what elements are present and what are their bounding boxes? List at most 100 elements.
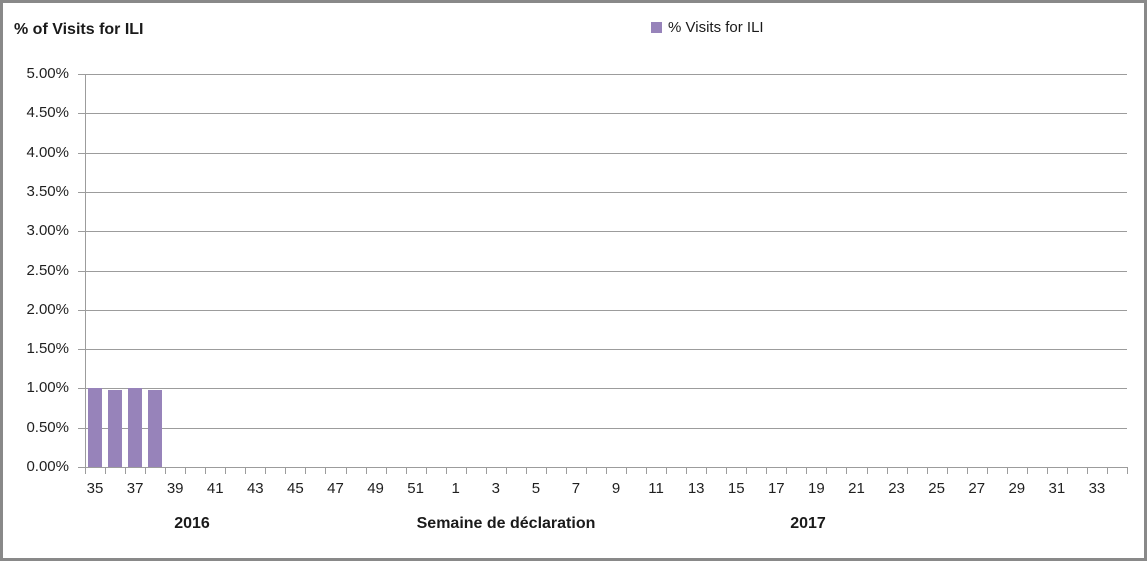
x-axis-tick <box>1006 467 1008 474</box>
x-axis-label: 1 <box>451 480 460 497</box>
y-axis-tick <box>78 467 85 468</box>
x-axis-label: 35 <box>86 480 104 497</box>
gridline <box>85 349 1127 351</box>
x-axis-tick <box>886 467 888 474</box>
x-axis-label: 33 <box>1088 480 1106 497</box>
x-axis-tick <box>345 467 347 474</box>
x-axis-tick <box>245 467 247 474</box>
chart-title: % of Visits for ILI <box>14 21 144 38</box>
x-axis-label: 5 <box>531 480 541 497</box>
gridline <box>85 309 1127 311</box>
x-axis-label: 41 <box>206 480 224 497</box>
x-axis-label: 51 <box>407 480 424 497</box>
x-axis-tick <box>85 467 86 474</box>
x-axis-tick <box>906 467 908 474</box>
x-axis-tick <box>285 467 287 474</box>
x-axis-label: 13 <box>687 480 705 497</box>
x-axis-tick <box>826 467 828 474</box>
x-axis-tick <box>1127 467 1128 474</box>
x-axis-title: Semaine de déclaration <box>416 515 596 532</box>
y-axis-label: 1.50% <box>26 340 69 358</box>
y-axis-label: 2.00% <box>26 300 69 318</box>
x-axis-tick <box>786 467 788 474</box>
y-axis-label: 2.50% <box>26 261 69 279</box>
x-axis-label: 7 <box>571 480 581 497</box>
x-axis-label: 23 <box>888 480 905 497</box>
x-axis-tick <box>205 467 207 474</box>
x-axis-tick <box>686 467 688 474</box>
x-axis-tick <box>766 467 768 474</box>
gridline <box>85 152 1127 154</box>
bar-week-35 <box>88 388 103 467</box>
year-label-2016: 2016 <box>174 515 210 532</box>
gridline <box>85 74 1127 75</box>
x-axis-label: 17 <box>767 480 785 497</box>
x-axis-label: 9 <box>611 480 621 497</box>
x-axis-label: 19 <box>808 480 825 497</box>
x-axis-label: 49 <box>367 480 384 497</box>
x-axis-tick <box>706 467 708 474</box>
x-axis-tick <box>125 467 127 474</box>
y-axis-label: 3.00% <box>26 222 69 240</box>
x-axis-tick <box>1066 467 1068 474</box>
y-axis-tick <box>78 309 85 311</box>
x-axis-tick <box>926 467 928 474</box>
x-axis-tick <box>365 467 367 474</box>
bar-week-36 <box>108 389 123 467</box>
x-axis-label: 21 <box>848 480 865 497</box>
x-axis-tick <box>1026 467 1028 474</box>
x-axis-tick <box>1086 467 1088 474</box>
gridline <box>85 113 1127 115</box>
y-axis-label: 3.50% <box>26 182 69 200</box>
y-axis-tick <box>78 231 85 233</box>
x-axis-label: 11 <box>648 480 664 497</box>
x-axis-label: 39 <box>166 480 184 497</box>
x-axis-tick <box>505 467 507 474</box>
x-axis-tick <box>425 467 427 474</box>
x-axis-tick <box>966 467 968 474</box>
legend-swatch-icon <box>651 22 662 33</box>
y-axis-label: 0.00% <box>26 458 69 475</box>
x-axis-tick <box>1046 467 1048 474</box>
x-axis-label: 45 <box>287 480 304 497</box>
gridline <box>85 427 1127 429</box>
x-axis-tick <box>726 467 728 474</box>
y-axis-line <box>85 74 86 468</box>
x-axis-tick <box>565 467 567 474</box>
y-axis-tick <box>78 113 85 115</box>
y-axis-tick <box>78 270 85 272</box>
x-axis-label: 31 <box>1048 480 1066 497</box>
y-axis-label: 0.50% <box>26 418 69 436</box>
x-axis-tick <box>405 467 407 474</box>
x-axis-tick <box>325 467 327 474</box>
x-axis-tick <box>165 467 167 474</box>
x-axis-tick <box>445 467 447 474</box>
y-axis-tick <box>78 349 85 351</box>
x-axis-tick <box>305 467 307 474</box>
x-axis-label: 15 <box>727 480 745 497</box>
x-axis-tick <box>185 467 187 474</box>
x-axis-tick <box>265 467 267 474</box>
x-axis-label: 37 <box>126 480 144 497</box>
plot-area: 0.00% 0.50% 1.00% 1.50% 2.00% 2.50% 3.00% 3.50%… <box>3 3 1144 558</box>
gridline <box>85 270 1127 272</box>
y-axis-tick <box>78 191 85 193</box>
x-axis-tick <box>626 467 628 474</box>
x-axis-tick <box>465 467 467 474</box>
x-axis-tick <box>666 467 668 474</box>
y-axis-label: 5.00% <box>26 65 69 82</box>
x-axis-tick <box>646 467 648 474</box>
x-axis-tick <box>746 467 748 474</box>
x-axis-tick <box>485 467 487 474</box>
x-axis-tick <box>846 467 848 474</box>
gridline <box>85 191 1127 193</box>
legend-label: % Visits for ILI <box>668 19 764 36</box>
bar-week-37 <box>128 388 143 467</box>
x-axis-label: 27 <box>968 480 986 497</box>
x-axis-tick <box>986 467 988 474</box>
gridline <box>85 388 1127 390</box>
x-axis-tick <box>946 467 948 474</box>
x-axis-tick <box>225 467 227 474</box>
x-axis-tick <box>585 467 587 474</box>
